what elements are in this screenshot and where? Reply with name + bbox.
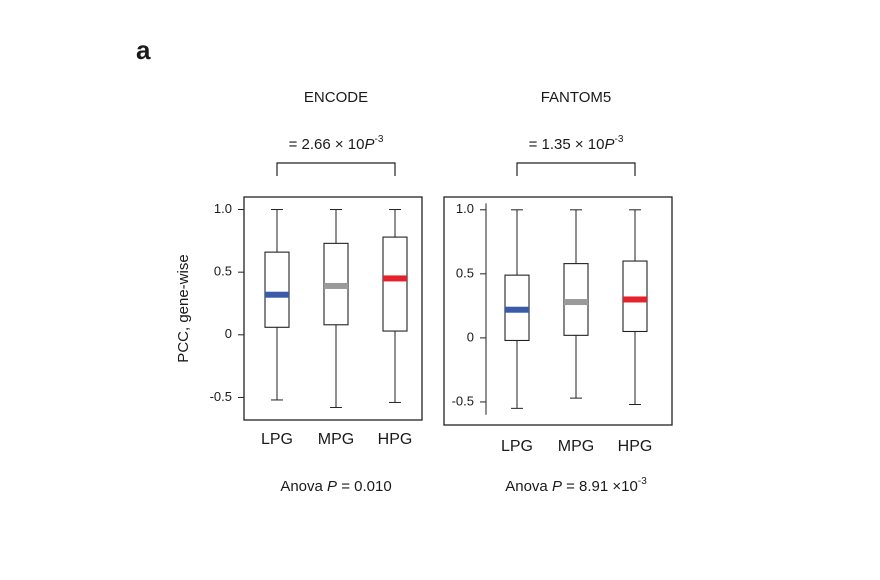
comparison-label-part: P (604, 136, 614, 153)
anova-label: Anova P = 0.010 (280, 478, 391, 495)
chart-title: FANTOM5 (541, 89, 612, 106)
median (265, 291, 289, 298)
median (505, 306, 529, 313)
box (264, 251, 290, 328)
panel-label: a (136, 35, 151, 65)
y-tick-label: 1.0 (214, 201, 232, 216)
median (564, 299, 588, 306)
anova-label-part: P (327, 478, 337, 495)
anova-label: Anova P = 8.91 ×10-3 (505, 476, 647, 495)
anova-label-part: = 0.010 (337, 478, 392, 495)
comparison-label: = 1.35 × 10P-3 (529, 134, 624, 153)
median (623, 296, 647, 303)
anova-label-part: Anova (280, 478, 327, 495)
y-tick-label: -0.5 (452, 393, 474, 408)
comparison-label-part: -3 (615, 134, 624, 145)
comparison-label-part: -3 (375, 134, 384, 145)
median (383, 275, 407, 282)
plot-frame (443, 196, 673, 426)
y-tick-label: 0 (225, 326, 232, 341)
comparison-label-part: = 2.66 × 10 (289, 136, 365, 153)
x-tick-label: HPG (378, 431, 413, 448)
x-tick-label: HPG (618, 438, 653, 455)
y-tick-label: 0.5 (456, 265, 474, 280)
box (382, 236, 408, 332)
comparison-label-part: = 1.35 × 10 (529, 136, 605, 153)
y-tick-label: -0.5 (210, 389, 232, 404)
anova-label-part: Anova (505, 478, 552, 495)
y-tick-label: 0.5 (214, 264, 232, 279)
plot-frame (243, 196, 423, 421)
y-tick-label: 0 (467, 329, 474, 344)
comparison-label-part: P (364, 136, 374, 153)
chart-title: ENCODE (304, 89, 368, 106)
comparison-bracket (276, 162, 396, 176)
anova-label-part: -3 (638, 476, 647, 487)
x-tick-label: LPG (261, 431, 293, 448)
anova-label-part: = 8.91 ×10 (562, 478, 638, 495)
comparison-bracket (516, 162, 636, 176)
x-tick-label: MPG (558, 438, 594, 455)
median (324, 282, 348, 289)
anova-label-part: P (552, 478, 562, 495)
comparison-label: = 2.66 × 10P-3 (289, 134, 384, 153)
y-tick-label: 1.0 (456, 201, 474, 216)
x-tick-label: LPG (501, 438, 533, 455)
y-axis-label: PCC, gene-wise (175, 254, 192, 362)
box (622, 260, 648, 333)
x-tick-label: MPG (318, 431, 354, 448)
